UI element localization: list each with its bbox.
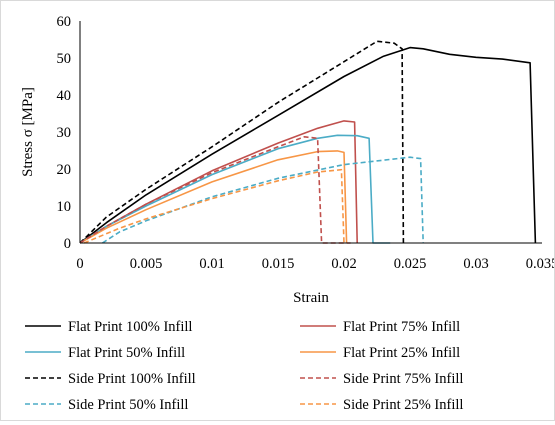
legend-label: Flat Print 50% Infill <box>68 345 185 361</box>
y-tick-label: 0 <box>64 236 71 252</box>
legend-item-flat-print-100pct-infill: Flat Print 100% Infill <box>25 319 192 335</box>
legend-item-side-print-50pct-infill: Side Print 50% Infill <box>25 397 188 413</box>
legend-item-side-print-75pct-infill: Side Print 75% Infill <box>300 371 463 387</box>
legend-label: Flat Print 25% Infill <box>343 345 460 361</box>
y-tick-label: 60 <box>57 14 72 30</box>
x-tick-label: 0.03 <box>463 256 488 272</box>
x-tick-label: 0.005 <box>130 256 163 272</box>
legend-label: Flat Print 100% Infill <box>68 319 192 335</box>
legend-label: Side Print 50% Infill <box>68 397 188 413</box>
series-line-side-print-75pct-infill <box>79 136 351 244</box>
series-line-flat-print-100pct-infill <box>79 46 537 244</box>
legend-label: Side Print 75% Infill <box>343 371 463 387</box>
y-axis-title: Stress σ [MPa] <box>20 87 36 177</box>
series-line-side-print-50pct-infill <box>101 156 424 244</box>
legend-item-flat-print-50pct-infill: Flat Print 50% Infill <box>25 345 185 361</box>
x-tick-label: 0.02 <box>331 256 356 272</box>
y-tick-label: 40 <box>57 88 72 104</box>
x-tick-label: 0.025 <box>394 256 427 272</box>
y-tick-label: 50 <box>57 51 72 67</box>
series-line-flat-print-50pct-infill <box>79 134 391 244</box>
series-line-flat-print-25pct-infill <box>79 150 348 244</box>
x-tick-labels: 0 0.005 0.01 0.015 0.02 0.025 0.03 0.035 <box>76 256 555 272</box>
x-axis-title: Strain <box>293 290 329 306</box>
legend-label: Flat Print 75% Infill <box>343 319 460 335</box>
axes <box>79 21 542 244</box>
y-tick-label: 20 <box>57 162 72 178</box>
legend-label: Side Print 100% Infill <box>68 371 196 387</box>
y-tick-label: 30 <box>57 125 72 141</box>
legend-item-side-print-100pct-infill: Side Print 100% Infill <box>25 371 196 387</box>
plot-lines <box>79 40 537 244</box>
y-tick-label: 10 <box>57 199 72 215</box>
legend-item-flat-print-75pct-infill: Flat Print 75% Infill <box>300 319 460 335</box>
y-tick-labels: 0 10 20 30 40 50 60 <box>57 14 72 252</box>
series-line-side-print-25pct-infill <box>83 168 345 244</box>
legend-label: Side Print 25% Infill <box>343 397 463 413</box>
legend-item-flat-print-25pct-infill: Flat Print 25% Infill <box>300 345 460 361</box>
series-line-side-print-100pct-infill <box>79 40 405 244</box>
x-tick-label: 0 <box>76 256 83 272</box>
legend: Flat Print 100% Infill Flat Print 75% Inf… <box>25 319 463 413</box>
x-tick-label: 0.035 <box>526 256 554 272</box>
legend-item-side-print-25pct-infill: Side Print 25% Infill <box>300 397 463 413</box>
x-tick-label: 0.015 <box>262 256 295 272</box>
x-tick-label: 0.01 <box>199 256 224 272</box>
